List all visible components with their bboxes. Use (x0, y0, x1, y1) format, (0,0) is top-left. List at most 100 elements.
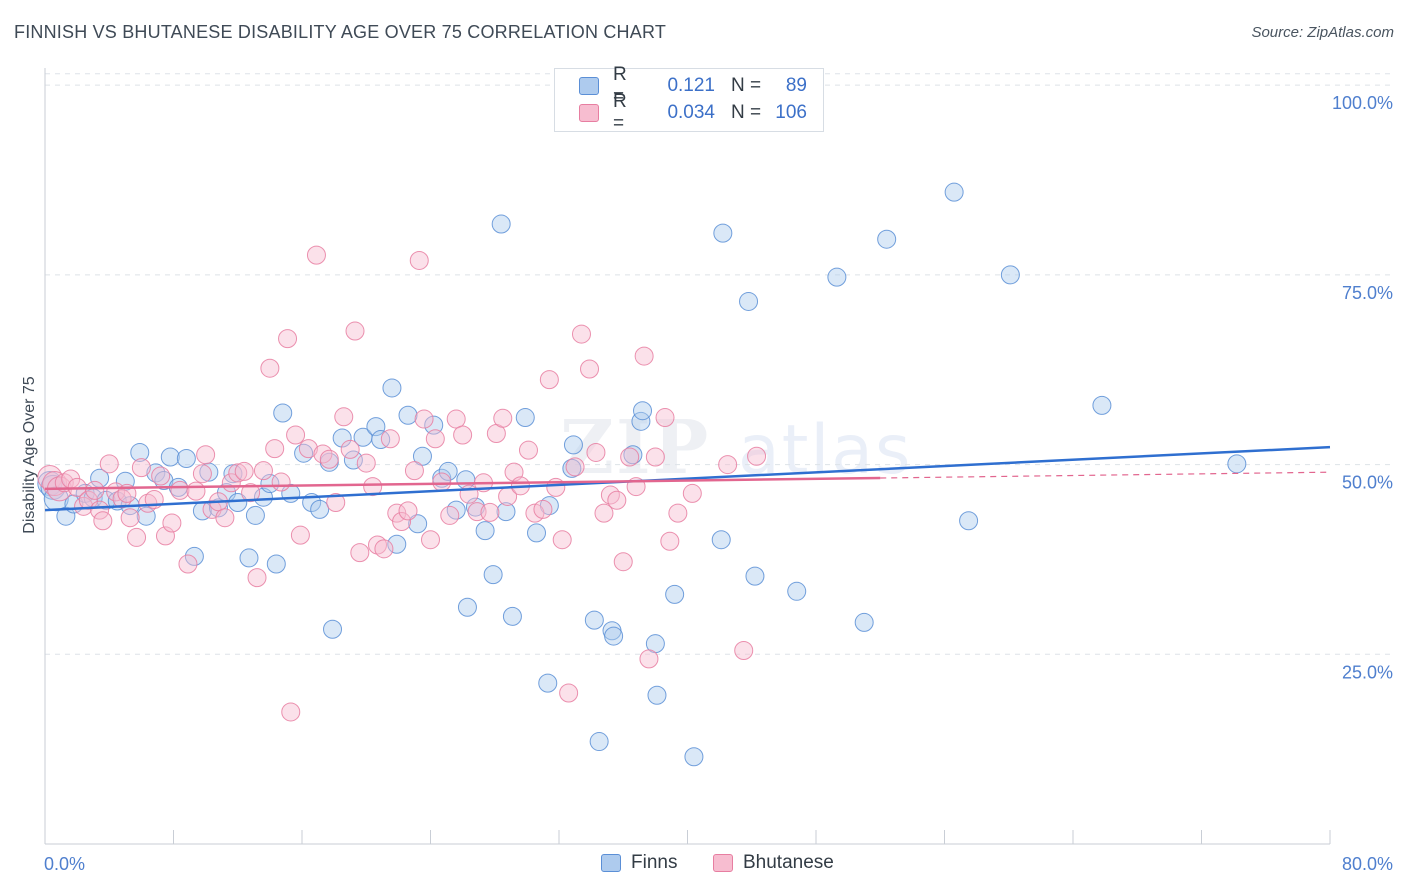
watermark-atlas: atlas (738, 411, 913, 490)
finns-point-69 (604, 626, 624, 646)
finns-point-72 (633, 401, 653, 421)
bhutanese-point-103 (718, 455, 738, 475)
bhutanese-point-24 (178, 554, 198, 574)
bhutanese-point-75 (493, 408, 513, 428)
series-legend: Finns Bhutanese (0, 852, 1406, 878)
finns-point-79 (739, 291, 759, 311)
bhutanese-point-73 (480, 502, 500, 522)
finns-point-59 (502, 606, 522, 626)
finns-point-75 (665, 584, 685, 604)
bhutanese-swatch (579, 104, 599, 122)
legend-item-bhutanese: Bhutanese (713, 852, 834, 874)
y-tick-label-2: 75.0% (1342, 283, 1393, 303)
bhutanese-point-62 (409, 250, 429, 270)
bhutanese-trend-extension (880, 471, 1331, 479)
finns-point-89 (1227, 454, 1247, 474)
bhutanese-point-90 (594, 503, 614, 523)
bhutanese-trend-line (44, 476, 881, 491)
bhutanese-point-3 (54, 473, 74, 493)
y-tick-label-3: 100.0% (1332, 93, 1393, 113)
finns-point-76 (684, 747, 704, 767)
bhutanese-point-65 (425, 429, 445, 449)
finns-point-41 (366, 417, 386, 437)
finns-point-85 (944, 182, 964, 202)
bhutanese-point-18 (138, 493, 158, 513)
bhutanese-point-82 (539, 370, 559, 390)
bhutanese-point-43 (290, 525, 310, 545)
bhutanese-point-41 (281, 702, 301, 722)
bhutanese-points (37, 245, 767, 722)
bhutanese-point-97 (639, 649, 659, 669)
bhutanese-r-value: 0.034 (667, 102, 715, 123)
bhutanese-point-91 (600, 485, 620, 505)
bhutanese-point-54 (363, 477, 383, 497)
finns-point-31 (273, 403, 293, 423)
bhutanese-point-35 (247, 568, 267, 588)
finns-point-77 (711, 530, 731, 550)
finns-point-78 (713, 223, 733, 243)
bhutanese-point-100 (660, 531, 680, 551)
finns-point-26 (239, 548, 259, 568)
bhutanese-point-23 (170, 480, 190, 500)
bhutanese-point-48 (326, 493, 346, 513)
bhutanese-point-96 (634, 346, 654, 366)
finns-point-51 (446, 500, 466, 520)
bhutanese-point-67 (440, 505, 460, 525)
bhutanese-point-20 (151, 466, 171, 486)
finns-point-57 (491, 214, 511, 234)
y-tick-label-1: 50.0% (1342, 473, 1393, 493)
bhutanese-point-36 (253, 461, 273, 481)
bhutanese-point-69 (453, 425, 473, 445)
finns-point-22 (208, 498, 228, 518)
finns-point-18 (176, 449, 196, 469)
bhutanese-point-56 (374, 539, 394, 559)
bhutanese-point-46 (313, 444, 333, 464)
finns-point-88 (1092, 395, 1112, 415)
finns-point-86 (959, 511, 979, 531)
bhutanese-point-84 (552, 530, 572, 550)
watermark: ZIP atlas (560, 405, 912, 491)
finns-points (37, 182, 1247, 767)
bhutanese-point-59 (392, 512, 412, 531)
finns-point-25 (228, 493, 248, 513)
bhutanese-point-42 (286, 425, 306, 445)
bhutanese-point-39 (271, 472, 291, 492)
bhutanese-point-10 (93, 511, 113, 531)
finns-point-84 (877, 229, 897, 249)
finns-point-74 (647, 685, 667, 705)
finns-point-16 (160, 447, 180, 467)
finns-point-83 (854, 612, 874, 632)
finns-point-46 (408, 514, 428, 534)
finns-point-60 (515, 408, 535, 428)
finns-point-48 (424, 415, 444, 435)
y-axis-label: Disability Age Over 75 (21, 376, 38, 534)
finns-point-61 (527, 523, 547, 543)
bhutanese-point-61 (404, 461, 424, 481)
finns-point-53 (457, 597, 477, 617)
finns-point-65 (563, 435, 583, 455)
bhutanese-n-label: N = (731, 102, 762, 123)
bhutanese-point-86 (565, 457, 585, 477)
finns-point-44 (387, 534, 407, 554)
bhutanese-point-87 (571, 324, 591, 344)
legend-item-finns: Finns (601, 852, 677, 874)
bhutanese-point-44 (298, 439, 318, 459)
finns-n-label: N = (731, 75, 762, 96)
bhutanese-r-label: R = (613, 91, 627, 134)
bhutanese-point-63 (414, 409, 434, 429)
finns-point-47 (412, 446, 432, 466)
bhutanese-point-81 (533, 499, 553, 519)
bhutanese-legend-swatch (713, 854, 733, 872)
bhutanese-point-85 (559, 683, 579, 703)
finns-point-80 (745, 566, 765, 586)
tick-labels: 25.0% 50.0% 75.0% 100.0% 0.0% 80.0% (44, 93, 1393, 874)
bhutanese-point-15 (120, 508, 140, 528)
legend-row-bhutanese: R = 0.034 N = 106 (579, 91, 807, 134)
bhutanese-point-47 (319, 449, 339, 469)
bhutanese-point-52 (350, 543, 370, 563)
trend-lines (44, 445, 1331, 512)
finns-r-label: R = (613, 64, 627, 107)
bhutanese-point-45 (306, 245, 326, 265)
bhutanese-point-27 (196, 445, 216, 465)
